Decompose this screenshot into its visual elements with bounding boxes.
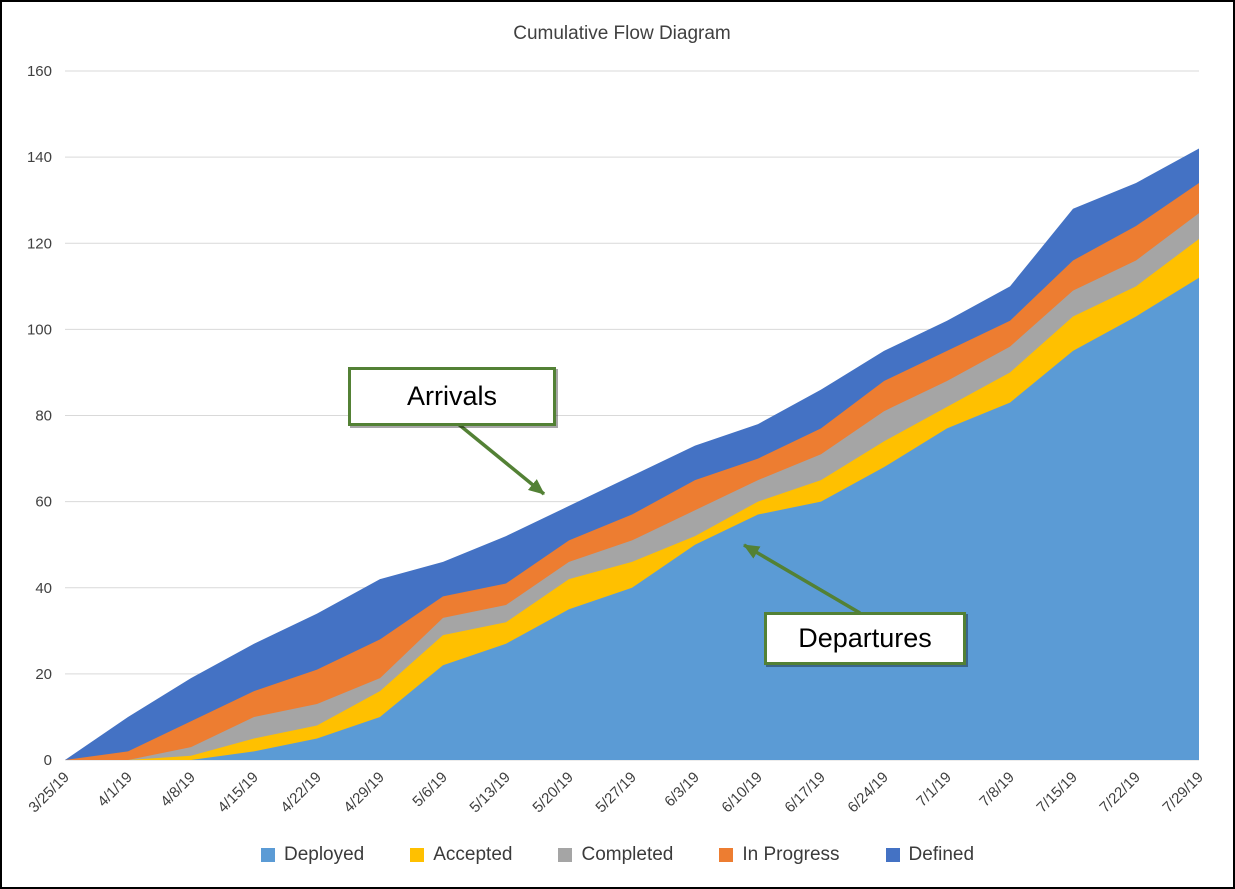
x-tick-label: 6/10/19: [718, 769, 765, 816]
legend-label: In Progress: [742, 844, 840, 865]
y-axis-labels: 0 20 40 60 80 100 120 140 160: [27, 63, 52, 769]
legend-label: Deployed: [283, 844, 365, 865]
legend-label: Defined: [908, 844, 975, 865]
x-tick-label: 4/22/19: [277, 769, 324, 816]
chart-legend: Deployed Accepted Completed In Progress Defi…: [2, 844, 1233, 866]
x-tick-label: 5/6/19: [409, 769, 451, 811]
y-tick-label: 60: [35, 494, 52, 511]
y-tick-label: 0: [44, 752, 52, 769]
x-axis-labels: 3/25/19 4/1/19 4/8/19 4/15/19 4/22/19 4/29/19…: [25, 769, 1206, 816]
x-tick-label: 7/22/19: [1096, 769, 1143, 816]
y-tick-label: 160: [27, 63, 52, 80]
legend-swatch-accepted: [410, 848, 425, 862]
stacked-areas: [65, 148, 1199, 761]
x-tick-label: 3/25/19: [25, 769, 72, 816]
legend-label: Accepted: [433, 844, 513, 865]
y-tick-label: 20: [35, 666, 52, 683]
x-tick-label: 5/27/19: [592, 769, 639, 816]
legend-swatch-deployed: [260, 848, 275, 862]
legend-item-accepted: Accepted: [410, 844, 512, 866]
y-tick-label: 140: [27, 149, 52, 166]
x-tick-label: 6/3/19: [661, 769, 703, 811]
x-tick-label: 4/8/19: [157, 769, 199, 811]
legend-item-deployed: Deployed: [260, 844, 365, 866]
x-tick-label: 6/17/19: [781, 769, 828, 816]
legend-label: Completed: [581, 844, 674, 865]
x-tick-label: 4/29/19: [340, 769, 387, 816]
chart-title: Cumulative Flow Diagram: [513, 23, 731, 44]
x-tick-label: 6/24/19: [844, 769, 891, 816]
y-tick-label: 120: [27, 235, 52, 252]
x-tick-label: 5/20/19: [529, 769, 576, 816]
annotation-arrow: [743, 543, 861, 615]
x-tick-label: 7/1/19: [913, 769, 955, 811]
legend-swatch-in-progress: [719, 848, 734, 862]
annotation-arrows: [455, 421, 861, 615]
arrivals-callout: Arrivals: [348, 367, 556, 426]
y-tick-label: 100: [27, 321, 52, 338]
legend-item-in-progress: In Progress: [719, 844, 840, 866]
y-tick-label: 80: [35, 408, 52, 425]
legend-item-completed: Completed: [558, 844, 673, 866]
y-tick-label: 40: [35, 580, 52, 597]
x-tick-label: 7/8/19: [976, 769, 1018, 811]
legend-item-defined: Defined: [885, 844, 975, 866]
x-tick-label: 5/13/19: [466, 769, 513, 816]
x-tick-label: 7/15/19: [1033, 769, 1080, 816]
x-tick-label: 4/1/19: [94, 769, 136, 811]
x-tick-label: 7/29/19: [1159, 769, 1206, 816]
cumulative-flow-chart: Cumulative Flow Diagram 0 20 40 60 80 100 120 1…: [25, 23, 1206, 816]
x-tick-label: 4/15/19: [214, 769, 261, 816]
departures-callout: Departures: [764, 612, 966, 665]
legend-swatch-completed: [558, 848, 573, 862]
legend-swatch-defined: [885, 848, 900, 862]
annotation-arrow: [455, 421, 546, 496]
